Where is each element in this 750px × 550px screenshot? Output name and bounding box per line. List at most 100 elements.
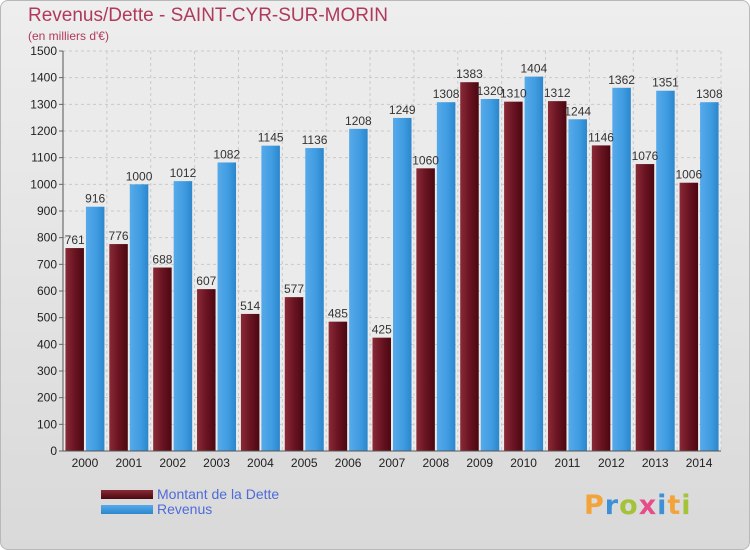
y-tick-label: 800: [37, 231, 57, 245]
grid: [62, 50, 722, 452]
data-label-revenus-2006: 1208: [345, 114, 372, 128]
bar-revenus-2013: [656, 90, 675, 451]
bar-revenus-2007: [393, 117, 412, 451]
x-tick-label: 2004: [247, 456, 274, 470]
x-tick-label: 2014: [686, 456, 713, 470]
data-label-dette-2007: 425: [372, 323, 392, 337]
data-label-dette-2001: 776: [109, 229, 129, 243]
x-tick-label: 2000: [72, 456, 99, 470]
legend-label-revenus: Revenus: [157, 501, 213, 517]
y-tick-label: 300: [37, 364, 57, 378]
x-tick-label: 2011: [555, 456, 581, 470]
bar-revenus-2009: [480, 99, 500, 451]
logo-letter: t: [667, 490, 682, 521]
x-tick-label: 2006: [335, 456, 362, 470]
data-labels: 761 916 776 1000 688 1012 607 1082 514 1145 577 113…: [65, 62, 723, 337]
y-tick-label: 600: [37, 284, 57, 298]
bar-dette-2001: [109, 244, 128, 451]
data-label-revenus-2009: 1320: [477, 84, 504, 98]
bar-revenus-2011: [568, 119, 587, 452]
bar-dette-2002: [153, 267, 172, 451]
data-label-revenus-2012: 1362: [608, 73, 635, 87]
data-label-dette-2004: 514: [240, 299, 260, 313]
data-label-dette-2010: 1310: [500, 87, 527, 101]
chart-subtitle: (en milliers d'€): [28, 29, 109, 43]
data-label-revenus-2004: 1145: [258, 131, 284, 145]
data-label-revenus-2001: 1000: [126, 169, 153, 183]
bar-revenus-2002: [173, 181, 193, 451]
y-tick-label: 900: [37, 204, 57, 218]
logo-letter: P: [584, 490, 605, 521]
data-label-revenus-2011: 1244: [564, 104, 591, 118]
bar-revenus-2000: [85, 206, 105, 451]
data-label-dette-2013: 1076: [632, 149, 659, 163]
x-tick-label: 2012: [598, 456, 625, 470]
y-tick-label: 200: [37, 391, 57, 405]
data-label-revenus-2010: 1404: [520, 62, 547, 76]
bar-dette-2005: [284, 297, 304, 451]
y-tick-label: 100: [37, 417, 57, 431]
x-tick-label: 2009: [466, 456, 493, 470]
data-label-dette-2011: 1312: [544, 86, 571, 100]
y-tick-label: 1400: [30, 71, 57, 85]
bar-revenus-2003: [217, 162, 237, 451]
bar-dette-2008: [416, 168, 435, 452]
x-tick-label: 2013: [642, 456, 669, 470]
bar-dette-2006: [328, 321, 348, 451]
data-label-dette-2005: 577: [284, 282, 304, 296]
logo-letter: o: [619, 490, 639, 521]
axes: 0 100 200 300 400 500 600 700 800 900 1000 1100 1200…: [30, 44, 721, 470]
y-tick-label: 700: [37, 257, 57, 271]
data-label-dette-2000: 761: [65, 233, 85, 247]
y-tick-label: 0: [50, 444, 57, 458]
data-label-revenus-2005: 1136: [302, 133, 328, 147]
bar-dette-2014: [679, 182, 699, 451]
bar-dette-2011: [547, 101, 567, 451]
bar-revenus-2004: [261, 145, 280, 451]
bars: [65, 76, 719, 452]
bar-dette-2004: [240, 313, 260, 451]
proxiti-logo: Proxiti: [584, 490, 692, 521]
logo-letter: r: [604, 490, 620, 521]
data-label-dette-2008: 1060: [412, 153, 439, 167]
legend-label-dette: Montant de la Dette: [157, 486, 280, 502]
data-label-revenus-2003: 1082: [213, 147, 240, 161]
data-label-revenus-2014: 1308: [696, 87, 723, 101]
bar-revenus-2014: [700, 102, 719, 451]
chart-title: Revenus/Dette - SAINT-CYR-SUR-MORIN: [28, 5, 389, 26]
bar-dette-2010: [504, 101, 523, 452]
data-label-dette-2014: 1006: [675, 168, 702, 182]
data-label-revenus-2007: 1249: [389, 103, 416, 117]
y-tick-label: 1200: [30, 124, 57, 138]
x-tick-label: 2007: [379, 456, 406, 470]
data-label-dette-2009: 1383: [456, 67, 483, 81]
data-label-revenus-2002: 1012: [170, 166, 197, 180]
bar-dette-2007: [372, 337, 391, 451]
bar-dette-2013: [635, 164, 655, 452]
y-tick-label: 1300: [30, 97, 57, 111]
data-label-revenus-2013: 1351: [652, 76, 679, 90]
bar-revenus-2005: [305, 148, 324, 452]
bar-dette-2003: [197, 289, 216, 451]
logo-letter: i: [657, 490, 668, 521]
y-tick-label: 400: [37, 337, 57, 351]
bar-revenus-2006: [349, 128, 368, 451]
bar-revenus-2008: [436, 102, 456, 451]
plot-area: [63, 51, 721, 451]
x-tick-label: 2002: [159, 456, 186, 470]
bar-dette-2009: [460, 82, 479, 451]
y-tick-label: 1100: [31, 151, 57, 165]
data-label-dette-2012: 1146: [588, 130, 614, 144]
data-label-dette-2002: 688: [152, 253, 172, 267]
bar-dette-2000: [65, 248, 84, 451]
bar-revenus-2001: [129, 184, 149, 452]
y-tick-label: 1500: [30, 44, 57, 58]
data-label-revenus-2008: 1308: [433, 87, 460, 101]
x-tick-label: 2001: [115, 456, 142, 470]
legend-swatch-revenus: [101, 505, 153, 514]
bar-dette-2012: [591, 145, 611, 451]
bar-revenus-2010: [524, 76, 544, 451]
x-tick-label: 2008: [423, 456, 450, 470]
logo-letter: i: [681, 490, 692, 521]
